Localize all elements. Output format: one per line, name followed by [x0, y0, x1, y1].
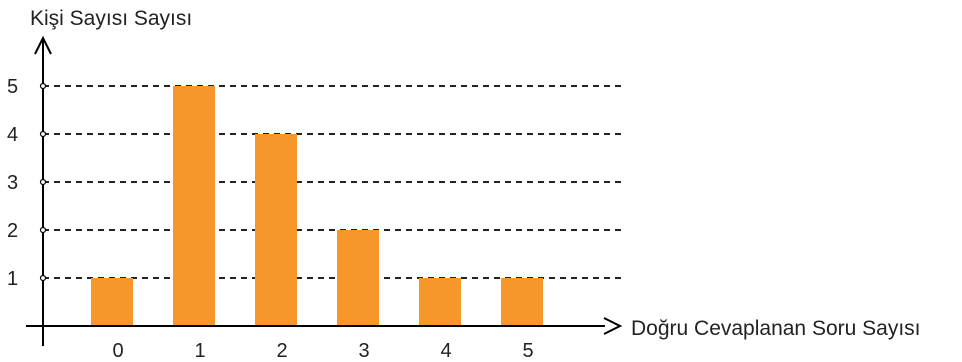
y-tick-mark — [39, 226, 47, 234]
x-axis-title: Doğru Cevaplanan Soru Sayısı — [631, 317, 921, 340]
bar — [255, 134, 297, 326]
x-tick-label: 5 — [522, 340, 533, 362]
y-ticks: 1 2 3 4 5 — [7, 76, 47, 290]
bar — [501, 278, 543, 326]
x-tick-label: 1 — [194, 340, 205, 362]
x-tick-label: 0 — [112, 340, 123, 362]
y-tick-label: 3 — [7, 172, 18, 194]
bar — [337, 230, 379, 326]
bar — [419, 278, 461, 326]
y-tick-mark — [39, 178, 47, 186]
y-tick-label: 1 — [7, 268, 18, 290]
x-tick-label: 3 — [358, 340, 369, 362]
y-tick-mark — [39, 130, 47, 138]
bars — [91, 86, 543, 326]
y-axis-arrow — [34, 35, 52, 55]
gridlines — [43, 85, 622, 279]
y-tick-label: 2 — [7, 220, 18, 242]
bar — [173, 86, 215, 326]
y-tick-label: 4 — [7, 124, 18, 146]
y-tick-mark — [39, 274, 47, 282]
y-axis-title: Kişi Sayısı Sayısı — [30, 7, 192, 30]
x-axis-arrow — [603, 317, 623, 335]
x-ticks: 0 1 2 3 4 5 — [112, 340, 533, 362]
x-tick-label: 4 — [440, 340, 451, 362]
y-tick-label: 5 — [7, 76, 18, 98]
bar — [91, 278, 133, 326]
y-tick-mark — [39, 82, 47, 90]
x-tick-label: 2 — [276, 340, 287, 362]
